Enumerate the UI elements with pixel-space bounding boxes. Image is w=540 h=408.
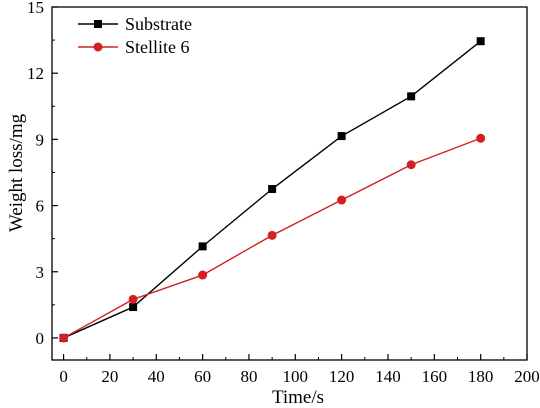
data-point-circle [476, 133, 486, 143]
x-tick-label: 140 [375, 367, 401, 386]
y-tick-label: 6 [36, 197, 45, 216]
x-tick-label: 60 [194, 367, 211, 386]
y-tick-label: 3 [36, 263, 45, 282]
data-point-circle [337, 195, 347, 205]
legend-marker-circle [93, 42, 103, 52]
x-tick-label: 160 [422, 367, 448, 386]
data-point-square [198, 242, 207, 251]
data-point-circle [198, 270, 208, 280]
x-axis: 0 20 40 60 80 100 120 140 160 180 200 [59, 354, 540, 386]
data-point-circle [406, 160, 416, 170]
data-point-circle [59, 333, 69, 343]
data-point-square [407, 92, 416, 101]
data-point-circle [267, 230, 277, 240]
y-axis-label: Weight loss/mg [6, 113, 27, 232]
data-point-square [476, 37, 485, 46]
data-point-square [337, 132, 346, 141]
y-tick-label: 9 [36, 130, 45, 149]
y-tick-label: 12 [27, 64, 44, 83]
x-tick-label: 120 [329, 367, 355, 386]
legend-label: Substrate [125, 14, 192, 34]
data-point-square [129, 303, 138, 312]
legend: Substrate Stellite 6 [78, 14, 192, 57]
plot-border [51, 6, 528, 361]
x-tick-label: 20 [101, 367, 118, 386]
x-tick-label: 40 [148, 367, 165, 386]
x-tick-label: 80 [240, 367, 257, 386]
x-tick-label: 200 [514, 367, 540, 386]
x-axis-label: Time/s [272, 387, 324, 408]
x-tick-label: 0 [59, 367, 68, 386]
y-tick-label: 0 [36, 329, 45, 348]
x-tick-label: 100 [283, 367, 309, 386]
data-point-circle [128, 294, 138, 304]
legend-label: Stellite 6 [125, 37, 190, 57]
x-tick-label: 180 [468, 367, 494, 386]
data-point-square [268, 185, 277, 194]
y-axis: 0 3 6 9 12 15 [27, 0, 58, 348]
series-layer [59, 37, 486, 343]
legend-marker-square [94, 20, 102, 28]
plot-area [51, 6, 528, 361]
y-tick-label: 15 [27, 0, 44, 17]
